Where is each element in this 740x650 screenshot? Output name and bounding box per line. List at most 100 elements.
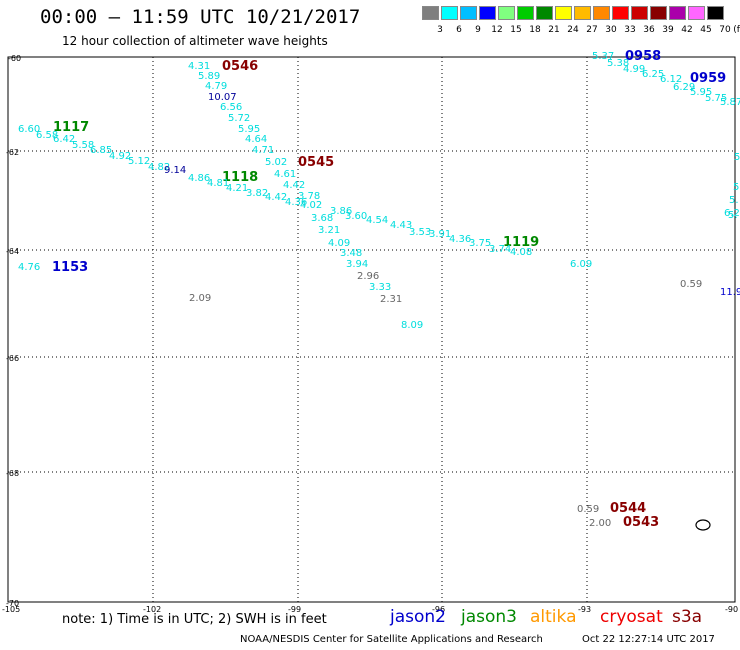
mission-jason3: jason3 [461,607,517,627]
wave-height-value: 4.99 [623,64,645,75]
color-swatch-12 [479,6,496,20]
color-swatch-45 [688,6,705,20]
mission-s3a: s3a [672,607,703,627]
wave-height-value: 4.61 [274,169,296,180]
color-swatch-70 [707,6,724,20]
color-scale-label: 42 [681,25,693,35]
wave-height-value: 5.58 [72,140,94,151]
pass-time-label: 1119 [503,235,539,250]
latitude-label: -62 [6,148,19,157]
wave-height-value: 4.86 [188,173,210,184]
wave-height-value: 4.82 [148,162,170,173]
longitude-label: -90 [725,605,738,614]
wave-height-value: 4.64 [245,134,267,145]
wave-height-value: 6.42 [53,134,75,145]
color-scale-label: 36 [643,25,655,35]
mission-jason2: jason2 [390,607,446,627]
latitude-label: -68 [6,469,19,478]
wave-height-value: 4.09 [328,238,350,249]
mission-cryosat: cryosat [600,607,663,627]
map-subtitle: 12 hour collection of altimeter wave hei… [62,34,328,48]
wave-height-value: 4.81 [207,178,229,189]
wave-height-value: 3.78 [298,191,320,202]
wave-height-value: 3.75 [469,238,491,249]
latitude-label: -70 [6,599,19,608]
wave-height-value: 5 [734,152,740,163]
wave-height-value: 6.12 [660,74,682,85]
wave-height-value: 5.95 [238,124,260,135]
credit-line: NOAA/NESDIS Center for Satellite Applica… [240,634,543,645]
wave-height-value: 5.37 [592,51,614,62]
mission-altika: altika [530,607,577,627]
color-scale-label: 3 [437,25,443,35]
pass-time-label: 0958 [625,49,661,64]
map-title: 00:00 – 11:59 UTC 10/21/2017 [40,6,361,28]
wave-height-value: 5.12 [128,156,150,167]
wave-height-value: 5. [728,210,738,221]
pass-time-label: 1117 [53,120,89,135]
color-scale-label: 21 [548,25,560,35]
footer-note: note: 1) Time is in UTC; 2) SWH is in fe… [62,612,327,627]
wave-height-value: 3.74 [489,244,511,255]
wave-height-value: 6.29 [673,82,695,93]
wave-height-value: 5.02 [265,157,287,168]
wave-height-value: 4.76 [18,262,40,273]
island-outline [695,519,711,531]
wave-height-value: 4.31 [188,61,210,72]
color-swatch-9 [460,6,477,20]
wave-height-value: 6.60 [18,124,40,135]
map-frame [7,56,736,603]
wave-height-value: 5.89 [198,71,220,82]
pass-time-label: 0545 [298,155,334,170]
wave-height-value: 6.2 [724,208,740,219]
wave-height-value: 5 [733,182,739,193]
latitude-label: -60 [8,54,21,63]
color-swatch-36 [631,6,648,20]
wave-height-value: 6.25 [642,69,664,80]
color-swatch-21 [536,6,553,20]
color-scale-unit: (ft) [733,25,740,35]
color-scale-label: 30 [605,25,617,35]
color-swatch-24 [555,6,572,20]
wave-height-value: 3.21 [318,225,340,236]
longitude-label: -99 [288,605,301,614]
wave-height-value: 4.36 [449,234,471,245]
color-scale-label: 45 [700,25,712,35]
pass-time-label: 0546 [222,59,258,74]
generated-timestamp: Oct 22 12:27:14 UTC 2017 [582,634,715,645]
wave-height-value: 3.91 [429,229,451,240]
wave-height-value: 4.71 [252,145,274,156]
longitude-label: -96 [432,605,445,614]
wave-height-value: 3.48 [340,248,362,259]
wave-height-value: 5.87 [720,97,740,108]
wave-height-value: 0.59 [680,279,702,290]
color-swatch-30 [593,6,610,20]
wave-height-value: 5.75 [705,93,727,104]
latitude-label: -64 [6,247,19,256]
wave-height-value: 3.53 [409,227,431,238]
pass-time-label: 0544 [610,501,646,516]
pass-time-label: 0959 [690,71,726,86]
wave-height-value: 3.82 [246,188,268,199]
wave-height-value: 9.14 [164,165,186,176]
wave-height-value: 6.09 [570,259,592,270]
wave-height-value: 4.92 [109,151,131,162]
longitude-label: -102 [143,605,161,614]
wave-height-value: 4.54 [366,215,388,226]
wave-height-value: 6.58 [36,130,58,141]
pass-time-label: 1118 [222,170,258,185]
wave-height-value: 3.86 [330,206,352,217]
wave-height-value: 5.95 [690,87,712,98]
color-scale-label: 33 [624,25,636,35]
latitude-label: -66 [6,354,19,363]
wave-height-value: 3.33 [369,282,391,293]
wave-height-value: 4.42 [265,192,287,203]
wave-height-value: 4.43 [390,220,412,231]
wave-height-value: 4.42 [283,180,305,191]
color-scale-label: 39 [662,25,674,35]
wave-height-value: 4.21 [226,183,248,194]
wave-height-value: 2.00 [589,518,611,529]
color-swatch-18 [517,6,534,20]
color-scale-label: 27 [586,25,598,35]
